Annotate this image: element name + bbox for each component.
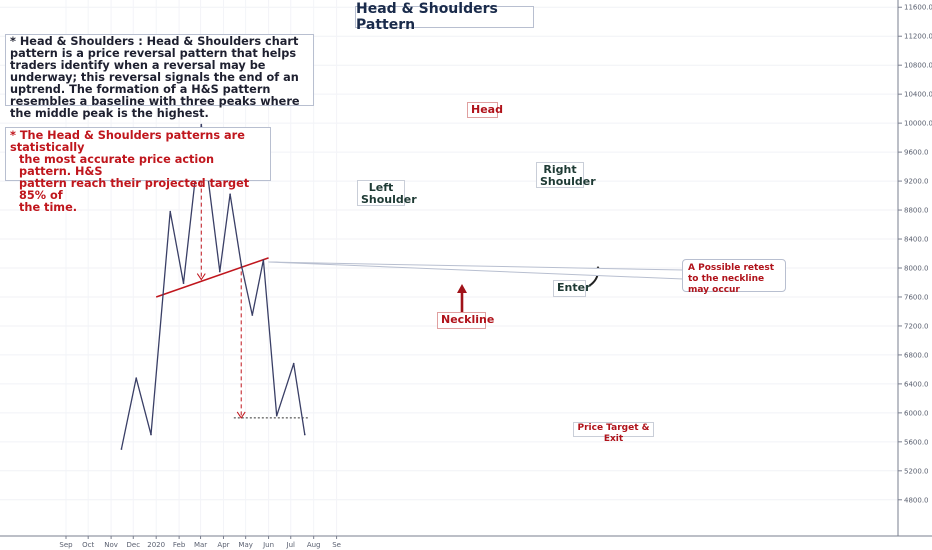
x-tick-label: 2020 [147,541,165,549]
x-tick-label: Jul [286,541,296,549]
price-point [262,259,265,261]
retest-callout: A Possible retest to the neckline may oc… [682,259,786,295]
x-axis-ticks: Sep Oct Nov Dec 2020 Feb Mar Apr May Jun Jul Aug Se [59,536,341,549]
retest-callout-pointer [268,261,684,280]
head-height-arrowhead [196,273,206,281]
projection-arrowhead [236,411,246,419]
price-point [240,263,243,266]
x-tick-label: May [238,541,252,549]
price-point [275,414,278,417]
left-shoulder-label-line: Shoulder [361,193,417,206]
description-note: * Head & Shoulders : Head & Shoulders ch… [5,34,314,120]
y-tick-label: 7600.0 [904,293,929,301]
statistics-note-line: the most accurate price action pattern. … [19,153,215,178]
y-tick-label: 6000.0 [904,409,929,417]
y-tick-label: 6400.0 [904,380,929,388]
y-tick-label: 11200.0 [904,33,932,41]
right-shoulder-label-line: Right [543,163,577,176]
chart-title: Head & Shoulders Pattern [355,1,534,33]
x-tick-label: Nov [104,541,118,549]
price-series [120,123,306,450]
left-shoulder-label: Left Shoulder [357,180,417,206]
price-point [229,193,231,195]
y-tick-label: 11600.0 [904,4,932,12]
y-tick-label: 10800.0 [904,62,932,70]
neckline-label: Neckline [437,312,494,329]
price-point [292,362,295,365]
x-tick-label: Oct [82,541,94,549]
statistics-note: * The Head & Shoulders patterns are stat… [5,127,271,214]
x-tick-label: Mar [194,541,207,549]
y-tick-label: 8400.0 [904,236,929,244]
x-tick-label: Aug [307,541,321,549]
x-tick-label: Se [332,541,341,549]
price-point [182,282,185,285]
y-tick-label: 7200.0 [904,322,929,330]
right-shoulder-label-line: Shoulder [540,175,596,188]
neckline-arrow-head [457,284,467,293]
price-line [120,124,306,450]
statistics-note-line: the time. [19,201,78,214]
price-target-label: Price Target & Exit [573,422,654,444]
statistics-note-line: pattern reach their projected target 85%… [19,177,250,202]
price-point [120,448,123,450]
y-tick-label: 10400.0 [904,91,932,99]
x-tick-label: Dec [127,541,141,549]
y-tick-label: 4800.0 [904,496,929,504]
price-point [251,314,254,316]
x-tick-label: Jun [262,541,274,549]
neckline-line [155,257,269,298]
statistics-note-line: * The Head & Shoulders patterns are stat… [10,129,245,154]
x-tick-label: Feb [173,541,186,549]
price-point [150,433,152,436]
y-tick-label: 9200.0 [904,178,929,186]
y-tick-label: 5200.0 [904,467,929,475]
price-point [169,210,172,213]
y-tick-label: 9600.0 [904,149,929,157]
y-tick-label: 8000.0 [904,265,929,273]
right-shoulder-label: Right Shoulder [536,162,596,188]
price-point [200,123,203,126]
x-tick-label: Apr [217,541,229,549]
y-tick-label: 5600.0 [904,438,929,446]
y-tick-label: 6800.0 [904,351,929,359]
y-tick-label: 10000.0 [904,120,932,128]
head-label: Head [467,102,503,118]
left-shoulder-label-line: Left [368,181,394,194]
y-tick-label: 8800.0 [904,207,929,215]
price-point [135,377,138,379]
x-tick-label: Sep [59,541,73,549]
price-point [303,433,306,436]
y-axis-ticks: 4800.0 5200.0 5600.0 6000.0 6400.0 6800.0 7200… [898,4,932,504]
price-point [218,270,221,273]
enter-label: Enter [553,280,591,297]
